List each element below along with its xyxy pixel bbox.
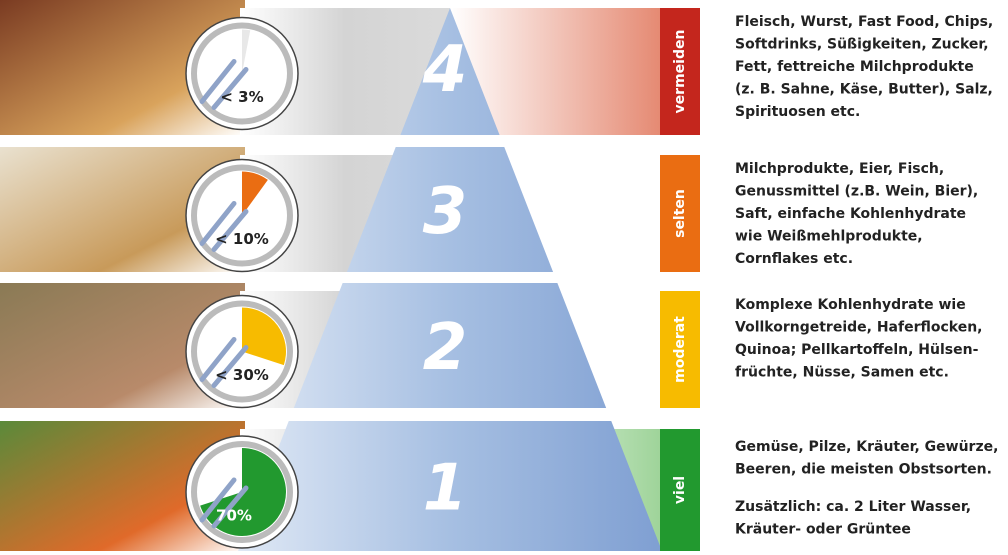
description-line: Genussmittel (z.B. Wein, Bier), [735,184,978,200]
description-line: wie Weißmehlprodukte, [735,229,923,245]
frequency-label: moderat [672,316,688,383]
frequency-label: vermeiden [672,30,688,114]
description-line: Softdrinks, Süßigkeiten, Zucker, [735,37,989,53]
description-line: (z. B. Sahne, Käse, Butter), Salz, [735,82,993,98]
description-line: Milchprodukte, Eier, Fisch, [735,161,944,177]
level-number: 4 [422,33,468,107]
frequency-label: viel [672,476,688,504]
description-line: Fett, fettreiche Milchprodukte [735,59,974,75]
level-number: 2 [423,311,468,385]
description-line: Cornflakes etc. [735,251,853,267]
note-line: Zusätzlich: ca. 2 Liter Wasser, [735,499,971,515]
description-line: Saft, einfache Kohlenhydrate [735,206,966,222]
level-number: 3 [423,175,468,249]
share-label: 70% [216,507,252,525]
description-line: Quinoa; Pellkartoffeln, Hülsen- [735,342,979,358]
food-pyramid: 4 vermeiden < 3% Fleisch, Wurst, Fast Food,… [0,0,1008,551]
share-label: < 10% [215,230,269,248]
share-label: < 30% [215,366,269,384]
frequency-label: selten [672,189,688,238]
share-label: < 3% [220,88,263,106]
description-line: Beeren, die meisten Obstsorten. [735,462,992,478]
description-line: Komplexe Kohlenhydrate wie [735,297,966,313]
description-line: Spirituosen etc. [735,104,860,120]
description-line: Gemüse, Pilze, Kräuter, Gewürze, [735,439,998,455]
description-line: früchte, Nüsse, Samen etc. [735,365,949,381]
note-line: Kräuter- oder Grüntee [735,522,911,538]
level-number: 1 [423,452,468,526]
description-line: Fleisch, Wurst, Fast Food, Chips, [735,14,993,30]
description-line: Vollkorngetreide, Haferflocken, [735,320,983,336]
